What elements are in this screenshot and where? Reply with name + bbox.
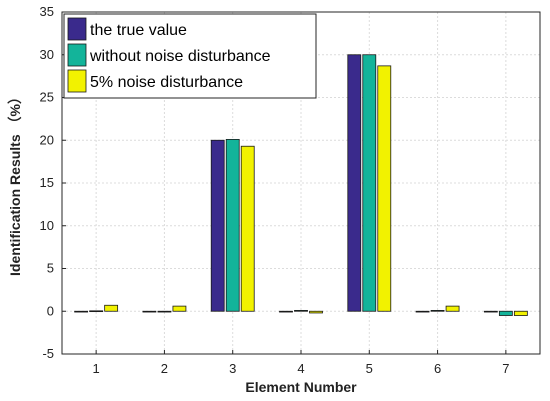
tick-labels: -5 0 5 10 15 20 25 30 35 1 2 3 4 5 6 7: [40, 4, 510, 376]
legend: the true value without noise disturbance…: [63, 13, 317, 99]
legend-label-without-noise: without noise disturbance: [89, 48, 271, 65]
bar-series-2-element-4: [294, 309, 308, 312]
bar-series-3-element-5: [377, 65, 392, 312]
bar-series-2-element-6: [430, 309, 445, 312]
bar-series-1-element-1: [74, 310, 89, 313]
bar-series-1-element-2: [142, 310, 157, 313]
legend-swatch-noise-5pct: [67, 69, 87, 93]
x-tick-label: 1: [93, 361, 100, 376]
x-tick-label: 6: [434, 361, 441, 376]
x-axis-title: Element Number: [245, 379, 357, 395]
bars: [74, 54, 528, 316]
bar-series-1-element-6: [415, 310, 430, 313]
x-tick-label: 2: [161, 361, 168, 376]
bar-series-2-element-3: [225, 138, 240, 312]
bar-series-2-element-7: [498, 310, 513, 316]
legend-box: [63, 13, 317, 99]
bar-series-3-element-2: [172, 305, 187, 312]
bar-series-2-element-1: [89, 310, 104, 313]
y-tick-label: 20: [40, 132, 54, 147]
y-tick-label: -5: [42, 346, 54, 361]
y-tick-label: 0: [47, 303, 54, 318]
y-axis-title: Identification Results （%）: [7, 90, 23, 276]
y-tick-label: 5: [47, 261, 54, 276]
legend-swatch-true-value: [67, 17, 87, 41]
x-tick-label: 7: [502, 361, 509, 376]
y-tick-label: 10: [40, 218, 54, 233]
bar-series-2-element-2: [157, 310, 172, 313]
y-tick-label: 35: [40, 4, 54, 19]
legend-label-noise-5pct: 5% noise disturbance: [90, 74, 243, 91]
bar-series-1-element-4: [279, 310, 293, 313]
y-tick-label: 15: [40, 175, 54, 190]
legend-label-true-value: the true value: [90, 22, 187, 39]
bar-series-3-element-3: [240, 145, 255, 312]
bar-series-3-element-6: [445, 305, 460, 312]
y-tick-label: 30: [40, 47, 54, 62]
x-tick-label: 5: [366, 361, 373, 376]
bar-series-2-element-5: [362, 54, 377, 312]
bar-series-3-element-1: [104, 304, 119, 312]
bar-series-1-element-3: [210, 139, 225, 312]
legend-swatch-without-noise: [67, 43, 87, 67]
bar-series-3-element-7: [513, 310, 528, 316]
bar-series-3-element-4: [309, 310, 323, 314]
x-tick-label: 3: [229, 361, 236, 376]
x-tick-label: 4: [297, 361, 304, 376]
bar-series-1-element-5: [347, 54, 362, 312]
bar-series-1-element-7: [483, 310, 498, 313]
y-tick-label: 25: [40, 90, 54, 105]
